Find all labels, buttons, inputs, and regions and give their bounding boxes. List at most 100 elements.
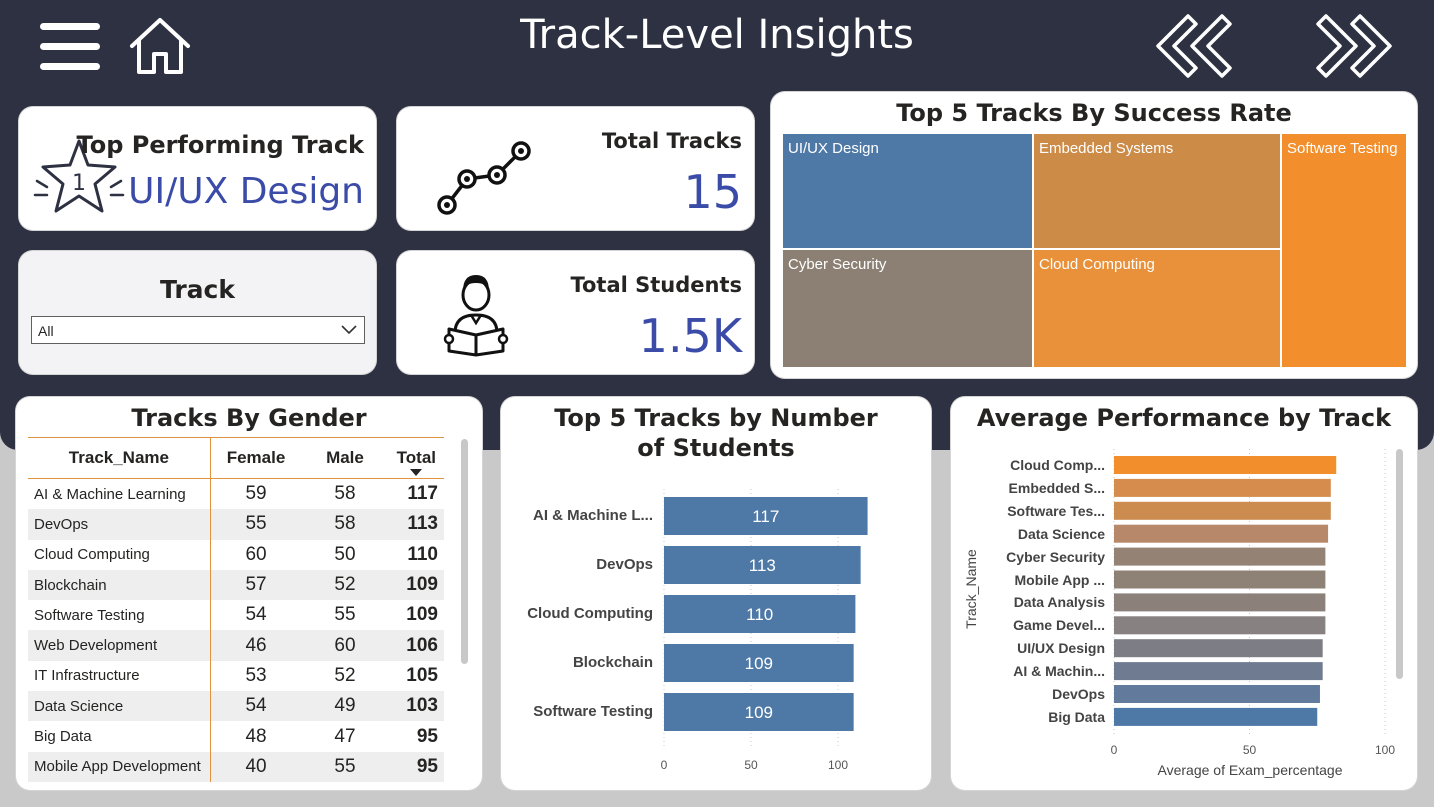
bar-data-label: 109 [745,654,773,673]
bar[interactable] [1114,456,1337,474]
table-row[interactable]: Web Development 46 60 106 [28,630,444,661]
bar[interactable] [1114,524,1329,543]
category-label: AI & Machine L... [532,507,653,524]
category-label: Cyber Security [1006,548,1105,565]
table-row[interactable]: Cloud Computing 60 50 110 [28,539,444,570]
cell-total: 110 [407,543,438,565]
cell-track-name: Data Science [28,691,211,722]
forward-button[interactable] [1314,12,1396,80]
category-label: Data Science [1017,525,1105,542]
column-header-total[interactable]: Total [388,437,444,479]
bar[interactable] [1114,570,1326,589]
table-row[interactable]: IT Infrastructure 53 52 105 [28,660,444,692]
cell-male: 52 [301,569,389,601]
x-tick-label: 100 [1375,743,1395,757]
table-row[interactable]: Data Science 54 49 103 [28,691,444,722]
category-label: Blockchain [572,654,653,671]
table-row[interactable]: Mobile App Development 40 55 95 [28,751,444,782]
double-chevron-right-icon [1316,14,1392,78]
category-label: Big Data [1048,708,1105,725]
column-header[interactable]: Female [210,437,302,479]
bar[interactable] [664,644,854,682]
cell-total: 95 [416,725,438,747]
students-chart-title: Top 5 Tracks by Number of Students [554,404,878,462]
cell-female: 60 [245,543,267,565]
gender-table-title: Tracks By Gender [131,404,367,432]
cell-male: 50 [334,543,356,565]
bar[interactable] [1114,501,1331,520]
badge-number: 1 [72,171,86,196]
bar-data-label: 117 [752,507,779,526]
cell-track-name: Cloud Computing [28,539,211,570]
bar[interactable] [664,693,854,731]
x-tick-label: 50 [1243,743,1257,757]
home-icon [130,18,190,74]
cell-male: 60 [301,630,389,661]
performance-chart-title: Average Performance by Track [976,404,1392,432]
cell-female: 54 [245,604,267,626]
category-label: Data Analysis [1013,594,1105,611]
back-button[interactable] [1152,12,1234,80]
cell-total: 117 [407,483,438,505]
cell-total: 106 [388,630,444,661]
x-tick-label: 0 [1111,743,1118,757]
treemap-tile-label: Cyber Security [788,256,887,273]
table-row[interactable]: Big Data 48 47 95 [28,721,444,752]
treemap-tile-label: Software Testing [1287,140,1398,157]
cell-track-name: AI & Machine Learning [28,478,211,510]
treemap-tile-embedded[interactable]: Embedded Systems [1034,134,1282,250]
table-scrollbar[interactable] [461,439,468,664]
bar[interactable] [1114,662,1323,681]
cell-female: 48 [245,725,267,747]
bar[interactable] [1114,639,1323,658]
track-filter-card: Track All [19,251,376,374]
bar[interactable] [664,497,868,535]
double-chevron-left-icon [1156,14,1232,78]
home-button[interactable] [126,16,194,76]
top-track-value: UI/UX Design [128,171,364,212]
cell-female: 55 [210,509,302,540]
bar-data-label: 110 [746,605,773,624]
bar[interactable] [1114,616,1326,635]
x-tick-label: 100 [828,758,848,772]
table-row[interactable]: Software Testing 54 55 109 [28,600,444,631]
cell-male: 58 [301,509,389,540]
table-row[interactable]: AI & Machine Learning 59 58 117 [28,478,444,510]
treemap-tile-software-testing[interactable]: Software Testing [1282,134,1406,367]
cell-male: 55 [334,604,356,626]
cell-total: 95 [388,751,444,782]
students-bar-chart: AI & Machine L... DevOps Cloud Computing Bl… [501,397,931,790]
star-badge-icon: 1 [33,139,125,213]
performance-bar-svg: 0 50 100 [1111,449,1395,757]
table-row[interactable]: DevOps 55 58 113 [28,509,444,540]
treemap-tile-cloud-computing[interactable]: Cloud Computing [1034,250,1282,367]
column-header[interactable]: Track_Name [28,437,211,479]
x-axis-title: Average of Exam_percentage [1157,762,1343,778]
chart-scrollbar[interactable] [1396,449,1403,679]
bar[interactable] [664,595,856,633]
bar[interactable] [1114,547,1326,566]
track-dropdown[interactable]: All [31,316,365,344]
total-tracks-value: 15 [683,165,742,219]
total-students-card: Total Students 1.5K [397,251,754,374]
bar[interactable] [1114,593,1326,612]
cell-track-name: Big Data [28,721,211,752]
category-label: Cloud Computing [527,605,653,622]
x-tick-label: 0 [661,758,668,772]
treemap: UI/UX Design Embedded Systems Software T… [783,134,1406,367]
bar[interactable] [1114,685,1320,703]
cell-female: 46 [210,630,302,661]
top-track-card: 1 Top Performing Track UI/UX Design [19,107,376,230]
bar[interactable] [1114,478,1331,497]
table-row[interactable]: Blockchain 57 52 109 [28,569,444,601]
bar[interactable] [1114,707,1318,726]
column-header[interactable]: Male [301,437,389,479]
treemap-tile-uiux[interactable]: UI/UX Design [783,134,1034,250]
treemap-tile-cyber-security[interactable]: Cyber Security [783,250,1034,367]
bar-data-label: 109 [745,703,773,722]
cell-total: 103 [388,691,444,722]
cell-male: 58 [334,483,356,505]
menu-button[interactable] [38,20,102,74]
performance-bar-chart: Cloud Comp... Embedded S... Software Tes..… [951,397,1417,790]
bar[interactable] [664,546,861,584]
